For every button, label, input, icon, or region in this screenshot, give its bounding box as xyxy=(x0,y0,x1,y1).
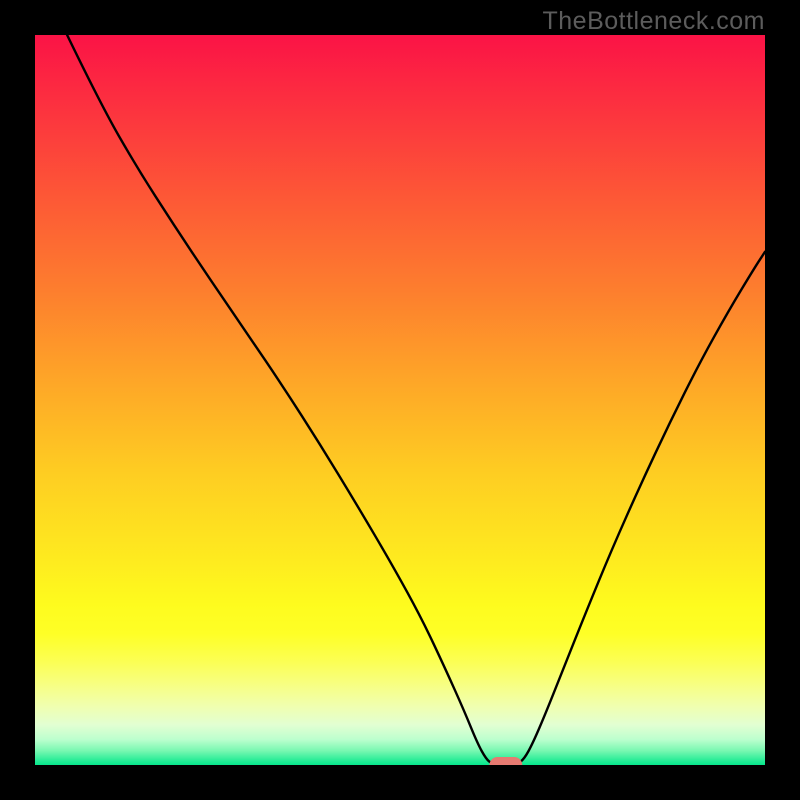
chart-frame: TheBottleneck.com xyxy=(0,0,800,800)
optimum-marker xyxy=(489,757,522,765)
plot-svg xyxy=(35,35,765,765)
plot-background xyxy=(35,35,765,765)
plot-area xyxy=(35,35,765,765)
watermark-label: TheBottleneck.com xyxy=(543,7,766,36)
